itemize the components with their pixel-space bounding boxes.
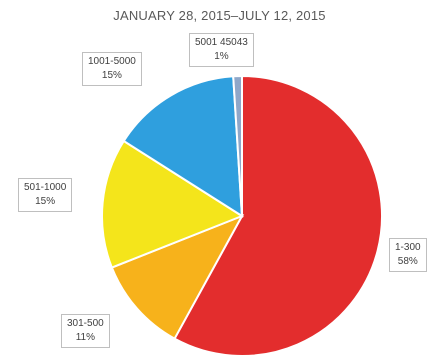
slice-callout-301-500: 301-500 11%	[61, 314, 110, 348]
slice-value-label: 58%	[397, 256, 418, 267]
slice-label: 301-500	[67, 318, 104, 329]
pie-slice-1-300	[173, 74, 383, 357]
chart-title: JANUARY 28, 2015–JULY 12, 2015	[113, 8, 326, 23]
pie-slice-5001-45043	[232, 74, 243, 217]
slice-label: 1-300	[395, 242, 421, 253]
pie-slice-1001-5000	[122, 75, 244, 218]
pie-slice-501-1000	[101, 139, 245, 269]
slice-label: 1001-5000	[88, 56, 136, 67]
slice-value-label: 15%	[35, 196, 56, 207]
slice-value-label: 11%	[75, 332, 95, 343]
slice-value-label: 15%	[101, 70, 122, 81]
slice-callout-1-300: 1-300 58%	[389, 238, 427, 272]
slice-callout-501-1000: 501-1000 15%	[18, 178, 73, 212]
slice-value-label: 1%	[214, 51, 229, 62]
pie-slice-301-500	[110, 214, 245, 341]
slice-label: 5001 45043	[195, 37, 248, 48]
slice-callout-1001-5000: 1001-5000 15%	[82, 52, 142, 86]
slice-callout-5001-45043: 5001 45043 1%	[189, 33, 254, 67]
slice-label: 501-1000	[24, 182, 67, 193]
